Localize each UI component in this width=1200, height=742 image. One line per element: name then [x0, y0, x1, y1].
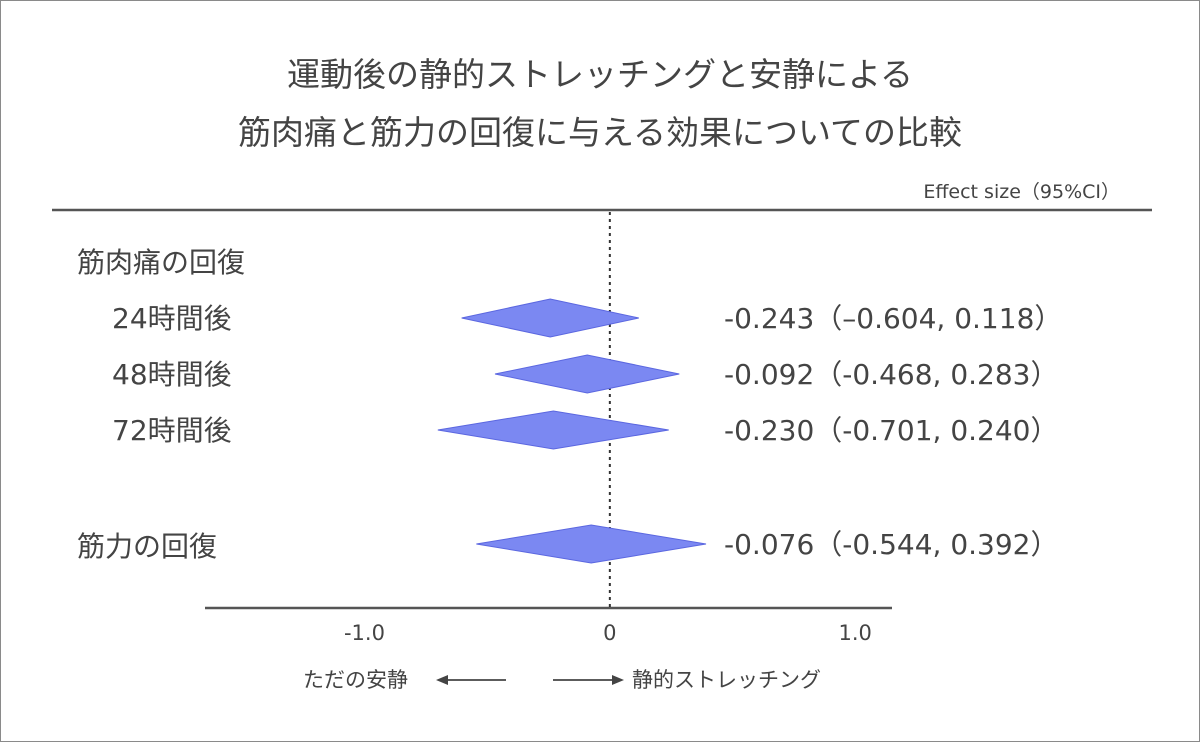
row-label: 24時間後	[112, 302, 232, 335]
group-label: 筋力の回復	[77, 530, 217, 563]
effect-size-value: -0.076（-0.544, 0.392）	[724, 528, 1058, 561]
effect-size-value: -0.243（–0.604, 0.118）	[724, 302, 1062, 335]
effect-diamond	[461, 298, 639, 338]
x-tick-labels: -1.0 0 1.0	[344, 621, 872, 645]
right-arrow-icon	[553, 675, 624, 685]
effect-diamond	[476, 524, 707, 564]
chart-title-line-1: 運動後の静的ストレッチングと安静による	[287, 55, 913, 94]
effect-diamond	[494, 354, 680, 394]
effect-size-value: -0.230（-0.701, 0.240）	[724, 414, 1058, 447]
x-tick-label: -1.0	[344, 621, 385, 645]
right-direction-label: 静的ストレッチング	[632, 668, 821, 692]
row-label: 48時間後	[112, 358, 232, 391]
effect-diamond	[437, 410, 669, 450]
effect-size-value: -0.092（-0.468, 0.283）	[724, 358, 1058, 391]
left-arrow-icon	[436, 675, 506, 685]
effect-size-header: Effect size（95%CI）	[923, 181, 1120, 203]
forest-rows: 筋肉痛の回復 24時間後 -0.243（–0.604, 0.118） 48時間後 -0.…	[77, 246, 1062, 564]
left-direction-label: ただの安静	[303, 668, 408, 692]
x-tick-label: 1.0	[838, 621, 871, 645]
chart-title-line-2: 筋肉痛と筋力の回復に与える効果についての比較	[238, 113, 962, 152]
group-label: 筋肉痛の回復	[77, 246, 245, 279]
x-tick-label: 0	[603, 621, 616, 645]
row-label: 72時間後	[112, 414, 232, 447]
